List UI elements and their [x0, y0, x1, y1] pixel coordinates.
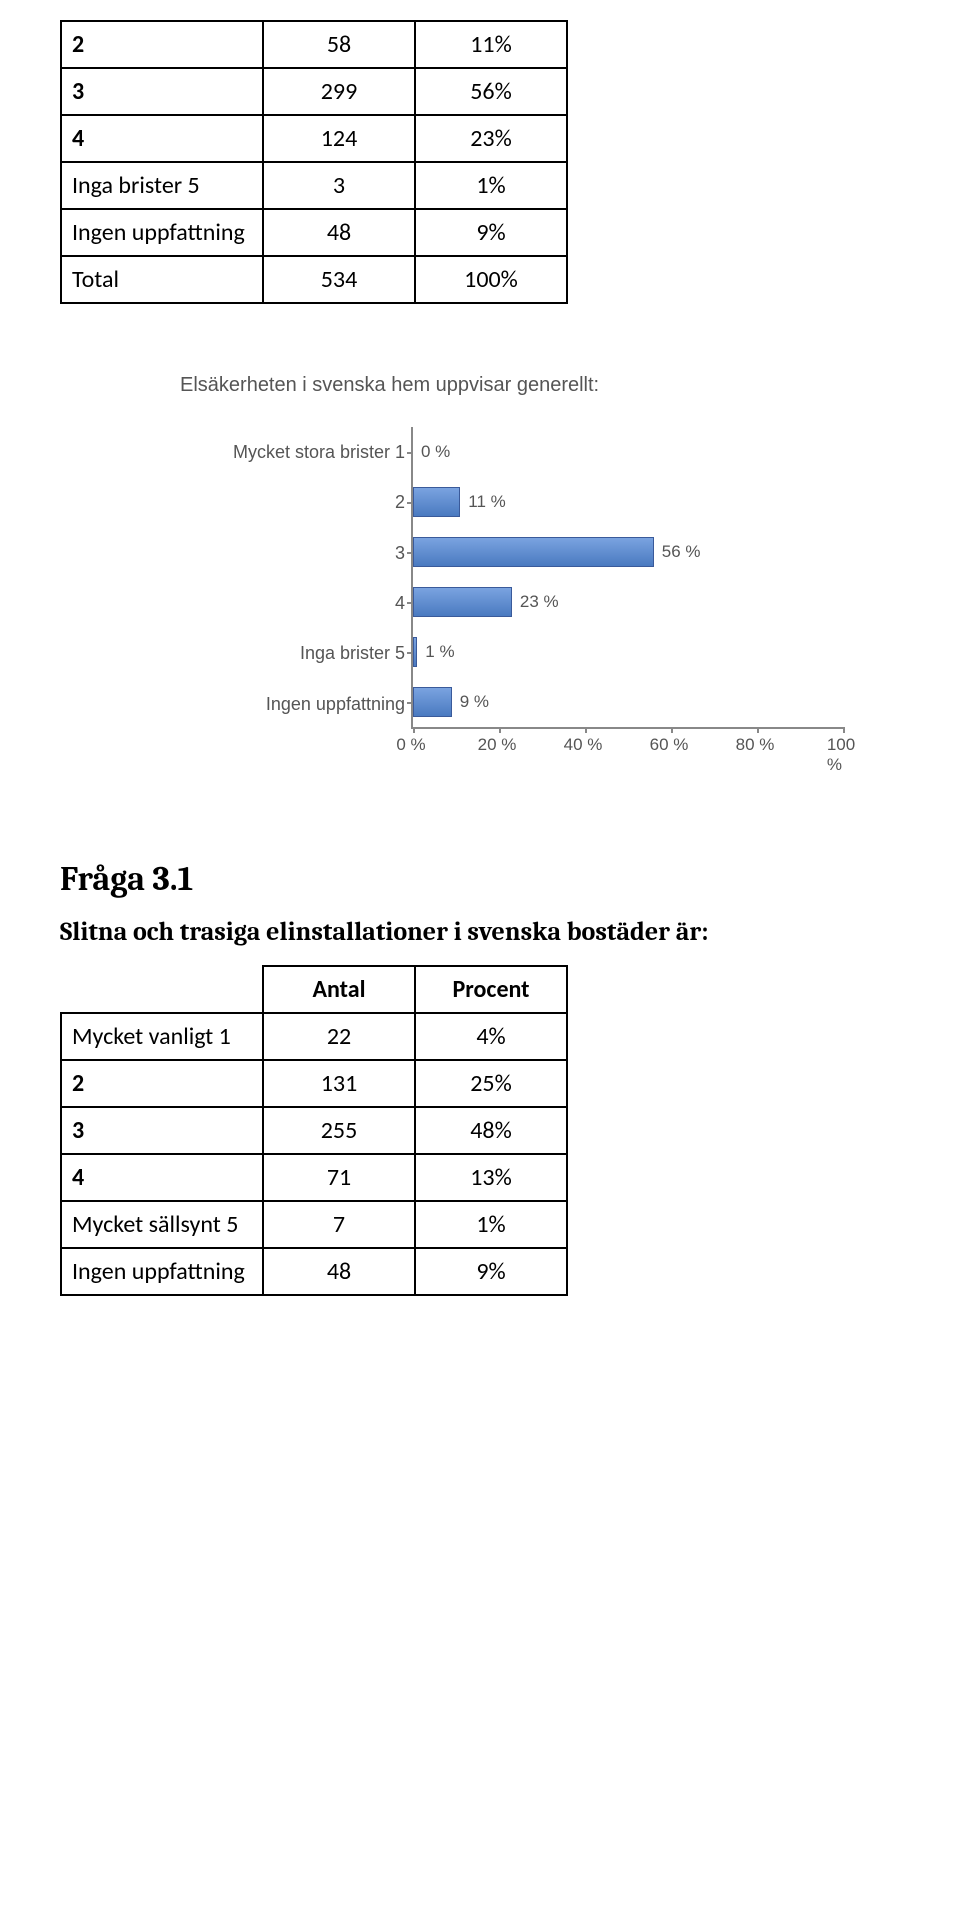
table-row: Ingen uppfattning489%: [61, 1248, 567, 1295]
cell-label: Ingen uppfattning: [61, 209, 263, 256]
table-row: Inga brister 531%: [61, 162, 567, 209]
table-row: 213125%: [61, 1060, 567, 1107]
chart-xtick-label: 100 %: [827, 735, 855, 775]
chart-bar-value: 9 %: [460, 692, 489, 712]
table-row: 412423%: [61, 115, 567, 162]
cell-pct: 100%: [415, 256, 567, 303]
chart-bar-value: 23 %: [520, 592, 559, 612]
cell-label: 2: [61, 1060, 263, 1107]
cell-pct: 1%: [415, 162, 567, 209]
cell-pct: 4%: [415, 1013, 567, 1060]
section-subtitle: Slitna och trasiga elinstallationer i sv…: [60, 917, 900, 947]
cell-count: 22: [263, 1013, 415, 1060]
cell-label: Ingen uppfattning: [61, 1248, 263, 1295]
chart-bar-value: 1 %: [425, 642, 454, 662]
chart-bar: [413, 537, 654, 567]
chart-bar: [413, 487, 460, 517]
chart-xtick-label: 40 %: [564, 735, 603, 755]
table-header-count: Antal: [263, 966, 415, 1013]
cell-pct: 9%: [415, 209, 567, 256]
table-corner: [61, 966, 263, 1013]
table-row: Mycket vanligt 1224%: [61, 1013, 567, 1060]
chart-category-label: 4: [395, 578, 405, 628]
table-top: 25811%329956%412423%Inga brister 531%Ing…: [60, 20, 568, 304]
chart-bar: [413, 637, 417, 667]
cell-label: 4: [61, 115, 263, 162]
cell-pct: 25%: [415, 1060, 567, 1107]
table-row: Mycket sällsynt 571%: [61, 1201, 567, 1248]
chart-bar-row: 11 %: [413, 487, 506, 517]
cell-pct: 48%: [415, 1107, 567, 1154]
chart-xtick-label: 60 %: [650, 735, 689, 755]
cell-pct: 23%: [415, 115, 567, 162]
table-row: 329956%: [61, 68, 567, 115]
chart-bar-row: 56 %: [413, 537, 701, 567]
chart-xtick-label: 80 %: [736, 735, 775, 755]
cell-count: 534: [263, 256, 415, 303]
cell-count: 299: [263, 68, 415, 115]
cell-count: 124: [263, 115, 415, 162]
table-row: 25811%: [61, 21, 567, 68]
chart-x-labels: 0 %20 %40 %60 %80 %100 %: [411, 735, 841, 759]
cell-pct: 1%: [415, 1201, 567, 1248]
bar-chart: Elsäkerheten i svenska hem uppvisar gene…: [180, 374, 860, 759]
cell-label: Total: [61, 256, 263, 303]
chart-bar-row: 0 %: [413, 437, 450, 467]
chart-bar: [413, 687, 452, 717]
chart-xtick-label: 0 %: [396, 735, 425, 755]
table-row: Ingen uppfattning489%: [61, 209, 567, 256]
table-row: Total534100%: [61, 256, 567, 303]
cell-count: 3: [263, 162, 415, 209]
table-row: 47113%: [61, 1154, 567, 1201]
chart-bar-row: 9 %: [413, 687, 489, 717]
cell-pct: 9%: [415, 1248, 567, 1295]
cell-label: 3: [61, 1107, 263, 1154]
chart-category-label: 3: [395, 528, 405, 578]
table-header-pct: Procent: [415, 966, 567, 1013]
chart-bar-value: 0 %: [421, 442, 450, 462]
chart-bar-value: 56 %: [662, 542, 701, 562]
cell-count: 7: [263, 1201, 415, 1248]
table-question: Antal Procent Mycket vanligt 1224%213125…: [60, 965, 568, 1296]
cell-count: 71: [263, 1154, 415, 1201]
chart-xtick-label: 20 %: [478, 735, 517, 755]
cell-label: 4: [61, 1154, 263, 1201]
chart-bar-row: 1 %: [413, 637, 455, 667]
chart-category-label: 2: [395, 477, 405, 527]
cell-count: 131: [263, 1060, 415, 1107]
chart-bar: [413, 587, 512, 617]
chart-y-labels: Mycket stora brister 1234Inga brister 5I…: [180, 427, 411, 729]
section-title: Fråga 3.1: [60, 859, 900, 899]
cell-label: Mycket sällsynt 5: [61, 1201, 263, 1248]
chart-category-label: Inga brister 5: [300, 628, 405, 678]
cell-pct: 11%: [415, 21, 567, 68]
cell-label: 3: [61, 68, 263, 115]
cell-label: Inga brister 5: [61, 162, 263, 209]
chart-plot-area: 0 % 11 % 56 % 23 % 1 % 9 %: [411, 427, 843, 729]
table-row: 325548%: [61, 1107, 567, 1154]
chart-title: Elsäkerheten i svenska hem uppvisar gene…: [180, 374, 860, 397]
cell-count: 48: [263, 1248, 415, 1295]
cell-count: 58: [263, 21, 415, 68]
cell-pct: 13%: [415, 1154, 567, 1201]
chart-bar-row: 23 %: [413, 587, 559, 617]
chart-bar-value: 11 %: [468, 492, 506, 512]
cell-count: 48: [263, 209, 415, 256]
chart-category-label: Ingen uppfattning: [266, 679, 405, 729]
cell-pct: 56%: [415, 68, 567, 115]
cell-count: 255: [263, 1107, 415, 1154]
cell-label: 2: [61, 21, 263, 68]
chart-category-label: Mycket stora brister 1: [233, 427, 405, 477]
cell-label: Mycket vanligt 1: [61, 1013, 263, 1060]
